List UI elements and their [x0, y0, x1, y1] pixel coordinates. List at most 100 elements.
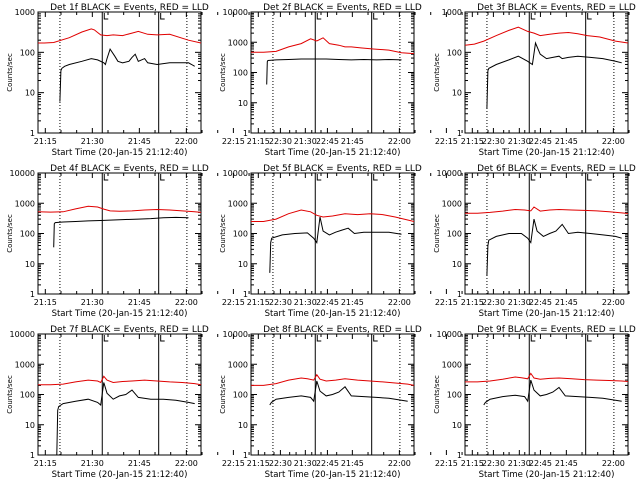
y-tick-label: 10: [25, 89, 35, 98]
marker-bracket: [103, 174, 109, 181]
y-tick-label: 10: [238, 421, 248, 430]
chart-panel-1: Det 1f BLACK = Events, RED = LLD Counts/s…: [6, 3, 339, 158]
y-axis-label: Counts/sec: [433, 214, 441, 253]
y-tick-label: 1: [30, 451, 35, 460]
x-tick-label: 22:15: [222, 137, 245, 146]
y-axis-label: Counts/sec: [433, 375, 441, 414]
y-tick-label: 10000: [223, 8, 248, 17]
x-tick-label: 21:45: [341, 459, 364, 468]
x-tick-label: 21:30: [81, 298, 104, 307]
x-tick-label: 21:45: [341, 137, 364, 146]
x-axis-label: Start Time (20-Jan-15 21:12:40): [479, 470, 615, 480]
x-tick-label: 22:00: [602, 298, 625, 307]
y-tick-label: 100: [20, 230, 35, 239]
x-tick-label: 22:00: [175, 137, 198, 146]
marker-bracket: [587, 13, 592, 20]
series-events-line: [59, 47, 195, 102]
y-tick-label: 10000: [437, 330, 462, 339]
y-axis-label: Counts/sec: [433, 53, 441, 92]
x-tick-label: 21:15: [34, 137, 57, 146]
x-axis-label: Start Time (20-Jan-15 21:12:40): [479, 148, 615, 158]
y-tick-label: 10: [238, 99, 248, 108]
chart-title: Det 9f BLACK = Events, RED = LLD: [477, 325, 636, 335]
marker-bracket: [316, 335, 322, 342]
y-axis-label: Counts/sec: [219, 375, 227, 414]
y-tick-label: 100: [233, 230, 248, 239]
x-tick-label: 22:15: [435, 459, 458, 468]
x-tick-label: 22:00: [388, 137, 411, 146]
x-tick-label: 21:45: [128, 137, 151, 146]
y-tick-label: 10000: [223, 169, 248, 178]
plot-frame: [464, 11, 629, 134]
chart-title: Det 2f BLACK = Events, RED = LLD: [263, 3, 422, 13]
x-tick-label: 22:00: [388, 459, 411, 468]
x-tick-label: 21:30: [508, 459, 531, 468]
y-tick-label: 10000: [223, 330, 248, 339]
marker-bracket: [160, 335, 165, 342]
marker-bracket: [530, 174, 536, 181]
chart-panel-2: Det 2f BLACK = Events, RED = LLD Counts/s…: [219, 3, 552, 158]
marker-bracket: [373, 335, 378, 342]
y-tick-label: 10: [25, 421, 35, 430]
x-tick-label: 22:45: [529, 137, 552, 146]
series-lld-line: [251, 37, 415, 55]
y-tick-label: 1000: [442, 360, 462, 369]
y-tick-label: 10: [452, 89, 462, 98]
plot-frame: [37, 11, 202, 134]
chart-panel-5: Det 5f BLACK = Events, RED = LLD Counts/s…: [219, 164, 552, 319]
marker-bracket: [530, 335, 536, 342]
x-tick-label: 22:15: [435, 137, 458, 146]
y-tick-label: 1000: [15, 199, 35, 208]
y-axis-label: Counts/sec: [219, 214, 227, 253]
plot-frame: [464, 172, 629, 295]
marker-bracket: [103, 335, 109, 342]
x-tick-label: 21:30: [508, 137, 531, 146]
y-tick-label: 1: [457, 129, 462, 138]
chart-title: Det 4f BLACK = Events, RED = LLD: [50, 164, 209, 174]
y-axis-label: Counts/sec: [219, 53, 227, 92]
x-tick-label: 22:00: [602, 459, 625, 468]
y-tick-label: 10000: [10, 330, 35, 339]
chart-panel-4: Det 4f BLACK = Events, RED = LLD Counts/s…: [6, 164, 339, 319]
x-tick-label: 21:45: [341, 298, 364, 307]
x-tick-label: 22:30: [482, 137, 505, 146]
series-events-line: [269, 216, 402, 273]
y-axis-label: Counts/sec: [6, 53, 14, 92]
y-axis-label: Counts/sec: [6, 375, 14, 414]
y-tick-label: 1: [243, 451, 248, 460]
y-tick-label: 1000: [442, 199, 462, 208]
marker-bracket: [373, 13, 378, 20]
series-lld-line: [465, 372, 629, 383]
marker-bracket: [587, 174, 592, 181]
chart-title: Det 8f BLACK = Events, RED = LLD: [263, 325, 422, 335]
series-lld-line: [38, 28, 202, 44]
x-tick-label: 22:30: [482, 459, 505, 468]
marker-bracket: [587, 335, 592, 342]
x-tick-label: 21:15: [247, 298, 270, 307]
x-tick-label: 22:30: [482, 298, 505, 307]
x-tick-label: 22:15: [435, 298, 458, 307]
y-tick-label: 100: [20, 48, 35, 57]
x-tick-label: 22:45: [316, 137, 339, 146]
y-tick-label: 100: [233, 69, 248, 78]
plot-frame: [37, 172, 202, 295]
series-events-line: [266, 58, 402, 85]
marker-bracket: [316, 174, 322, 181]
y-tick-label: 10000: [437, 169, 462, 178]
y-tick-label: 1000: [15, 8, 35, 17]
series-events-line: [483, 379, 622, 406]
series-events-line: [486, 218, 622, 276]
x-tick-label: 21:15: [34, 459, 57, 468]
y-tick-label: 100: [447, 48, 462, 57]
y-tick-label: 1: [457, 290, 462, 299]
y-tick-label: 100: [447, 391, 462, 400]
x-tick-label: 22:30: [269, 298, 292, 307]
x-tick-label: 22:45: [529, 459, 552, 468]
x-tick-label: 21:15: [247, 137, 270, 146]
series-lld-line: [464, 26, 629, 46]
x-tick-label: 22:30: [269, 459, 292, 468]
series-lld-line: [465, 206, 629, 214]
y-tick-label: 10000: [10, 169, 35, 178]
marker-bracket: [103, 13, 109, 20]
y-tick-label: 10: [25, 260, 35, 269]
